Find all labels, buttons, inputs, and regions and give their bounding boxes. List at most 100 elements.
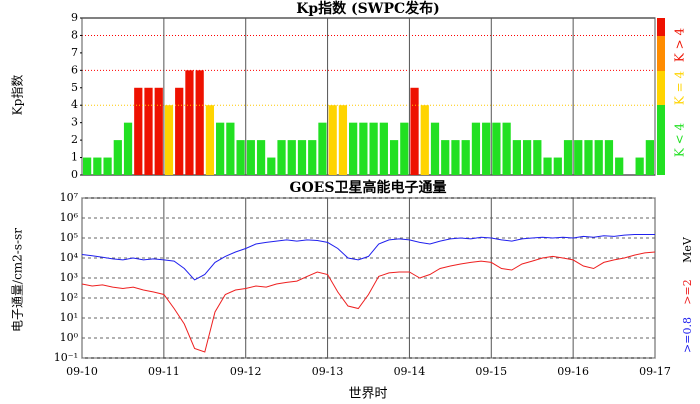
kp-bar [154,87,163,175]
kp-scale-green [657,105,665,175]
kp-bar [471,122,481,175]
kp-bar [175,87,184,175]
kp-bar [83,157,92,175]
kp-scale-orange [657,36,665,71]
y-tick-label: 10³ [60,271,78,284]
y-tick-label: 2 [71,133,78,146]
y-tick-label: 1 [71,151,78,164]
kp-bar [512,140,521,175]
y-tick-label: 10⁵ [60,231,78,244]
y-tick-label: 0 [71,168,78,181]
x-tick-label: 09-16 [557,365,589,378]
y-tick-label: 8 [71,28,78,41]
kp-bar [318,122,327,175]
y-tick-label: 10¹ [60,311,78,324]
kp-bar [410,87,419,175]
kp-scale-red [657,18,665,36]
y-tick-label: 4 [71,98,78,111]
y-tick-label: 7 [71,46,78,59]
kp-bar [502,122,511,175]
flux-line [81,234,655,281]
y-tick-label: 10² [60,291,78,304]
kp-bar [236,140,245,175]
kp-bar [645,140,654,175]
kp-scale-yellow [657,71,665,105]
kp-bar [604,140,614,175]
kp-bar [359,122,368,175]
kp-bar [615,157,624,175]
x-tick-label: 09-15 [475,365,507,378]
legend-label: >=2 [681,279,694,304]
flux-title: GOES卫星高能电子通量 [290,179,447,196]
kp-bar [256,140,266,175]
kp-bar [267,157,276,175]
kp-bar [134,87,143,175]
y-tick-label: 6 [71,63,78,76]
kp-y-label: Kp指数 [10,75,25,116]
unit-label: MeV [681,236,694,263]
y-tick-label: 10⁻¹ [54,351,78,364]
kp-title: Kp指数 (SWPC发布) [296,0,440,17]
x-tick-label: 09-11 [148,365,180,378]
kp-bar [185,70,194,175]
x-axis-label: 世界时 [348,387,387,402]
kp-bar [635,157,644,175]
kp-bar [400,122,409,175]
kp-bar [113,140,122,175]
kp-bar [195,70,204,175]
y-tick-label: 9 [71,11,78,24]
kp-bar [379,122,388,175]
kp-bar [430,122,440,175]
flux-y-label: 电子通量/cm2-s-sr [11,228,25,332]
kp-bar [297,140,307,175]
kp-bar [287,140,296,175]
kp-bar [308,140,317,175]
legend-label: K < 4 [673,123,687,158]
x-tick-label: 09-10 [66,365,98,378]
legend-label: K > 4 [673,28,687,63]
legend-label: K = 4 [673,71,687,106]
kp-bar [328,105,337,175]
legend-label: >=0.8 [681,317,694,353]
kp-bar [594,140,603,175]
kp-bar [522,140,532,175]
kp-bar [420,105,429,175]
kp-bar [277,140,286,175]
x-tick-label: 09-13 [312,365,344,378]
y-tick-label: 10⁶ [60,211,79,224]
kp-bar [226,122,235,175]
kp-bar [543,157,552,175]
kp-bar [389,140,399,175]
kp-bar [482,122,491,175]
kp-bar [563,140,573,175]
kp-bar [584,140,593,175]
kp-bar [349,122,358,175]
kp-bar [553,157,562,175]
flux-line [81,251,656,353]
kp-bar [144,87,153,175]
kp-bar [123,122,133,175]
kp-bar [574,140,583,175]
kp-bar [93,157,102,175]
kp-bar [216,122,225,175]
y-tick-label: 3 [71,116,78,129]
kp-bar [492,122,501,175]
kp-bar [205,105,215,175]
kp-bar [533,140,542,175]
kp-bar [246,140,255,175]
x-tick-label: 09-14 [394,365,426,378]
y-tick-label: 5 [71,81,78,94]
kp-bar [103,157,112,175]
y-tick-label: 10⁷ [60,191,79,204]
kp-bar [338,105,348,175]
y-tick-label: 10⁰ [60,331,79,344]
kp-bar [451,140,460,175]
x-tick-label: 09-17 [639,365,671,378]
kp-bar [461,140,470,175]
x-tick-label: 09-12 [230,365,262,378]
y-tick-label: 10⁴ [60,251,79,264]
kp-bar [369,122,378,175]
kp-bar [164,105,174,175]
